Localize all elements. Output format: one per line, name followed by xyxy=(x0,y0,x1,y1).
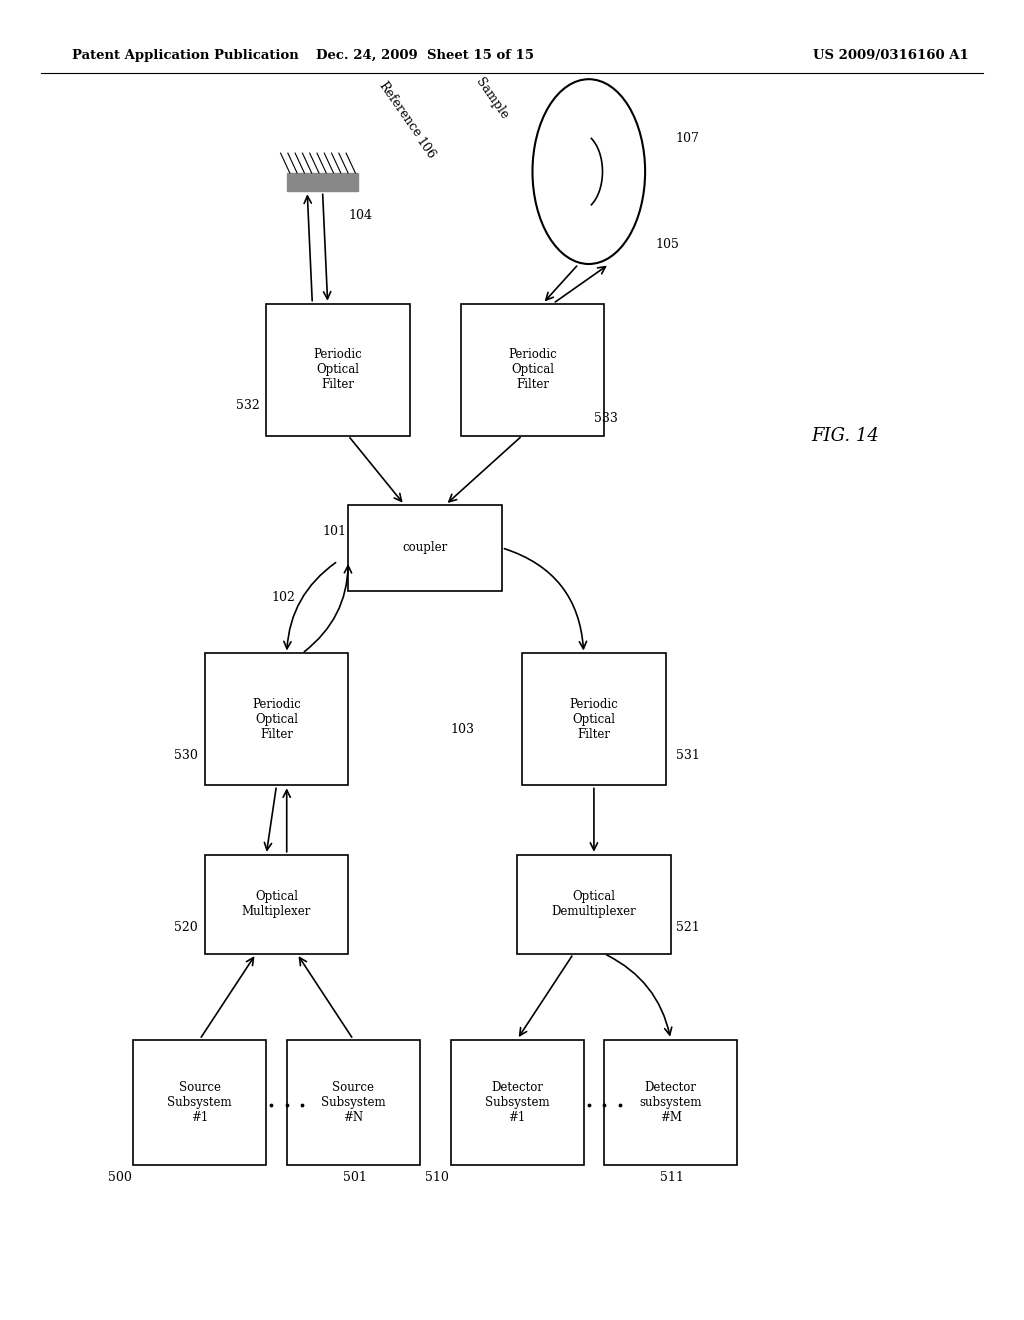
Text: Source
Subsystem
#N: Source Subsystem #N xyxy=(321,1081,386,1123)
Bar xyxy=(205,653,348,785)
Text: Source
Subsystem
#1: Source Subsystem #1 xyxy=(167,1081,232,1123)
Text: 101: 101 xyxy=(323,524,346,537)
Text: 532: 532 xyxy=(236,399,259,412)
Text: 103: 103 xyxy=(451,722,474,735)
Bar xyxy=(205,855,348,953)
Text: 511: 511 xyxy=(660,1171,684,1184)
Text: Periodic
Optical
Filter: Periodic Optical Filter xyxy=(508,348,557,391)
Text: 104: 104 xyxy=(348,209,372,222)
Bar xyxy=(348,506,502,591)
Bar xyxy=(287,1040,420,1164)
Text: Optical
Multiplexer: Optical Multiplexer xyxy=(242,890,311,919)
Bar xyxy=(522,653,666,785)
Bar xyxy=(133,1040,266,1164)
Text: 102: 102 xyxy=(271,590,295,603)
Text: Periodic
Optical
Filter: Periodic Optical Filter xyxy=(569,698,618,741)
Text: Dec. 24, 2009  Sheet 15 of 15: Dec. 24, 2009 Sheet 15 of 15 xyxy=(316,49,534,62)
Text: coupler: coupler xyxy=(402,541,447,554)
Text: 533: 533 xyxy=(594,412,617,425)
Bar xyxy=(451,1040,584,1164)
Text: 107: 107 xyxy=(676,132,699,145)
Text: Periodic
Optical
Filter: Periodic Optical Filter xyxy=(252,698,301,741)
Text: Patent Application Publication: Patent Application Publication xyxy=(72,49,298,62)
Text: Detector
subsystem
#M: Detector subsystem #M xyxy=(639,1081,702,1123)
Text: 531: 531 xyxy=(676,748,699,762)
Text: US 2009/0316160 A1: US 2009/0316160 A1 xyxy=(813,49,969,62)
Text: 520: 520 xyxy=(174,920,198,933)
Text: 500: 500 xyxy=(108,1171,131,1184)
Bar xyxy=(461,304,604,436)
Text: Optical
Demultiplexer: Optical Demultiplexer xyxy=(552,890,636,919)
Bar xyxy=(287,173,358,191)
Text: Detector
Subsystem
#1: Detector Subsystem #1 xyxy=(484,1081,550,1123)
Text: 105: 105 xyxy=(655,238,679,251)
Text: 521: 521 xyxy=(676,920,699,933)
Text: 106: 106 xyxy=(413,136,437,162)
Bar xyxy=(517,855,671,953)
Text: 501: 501 xyxy=(343,1171,367,1184)
Text: 510: 510 xyxy=(425,1171,449,1184)
Text: Periodic
Optical
Filter: Periodic Optical Filter xyxy=(313,348,362,391)
Text: FIG. 14: FIG. 14 xyxy=(811,426,879,445)
Ellipse shape xyxy=(532,79,645,264)
Text: Reference: Reference xyxy=(376,79,423,140)
Bar xyxy=(604,1040,737,1164)
Bar xyxy=(266,304,410,436)
Text: 530: 530 xyxy=(174,748,198,762)
Text: Sample: Sample xyxy=(473,77,510,121)
